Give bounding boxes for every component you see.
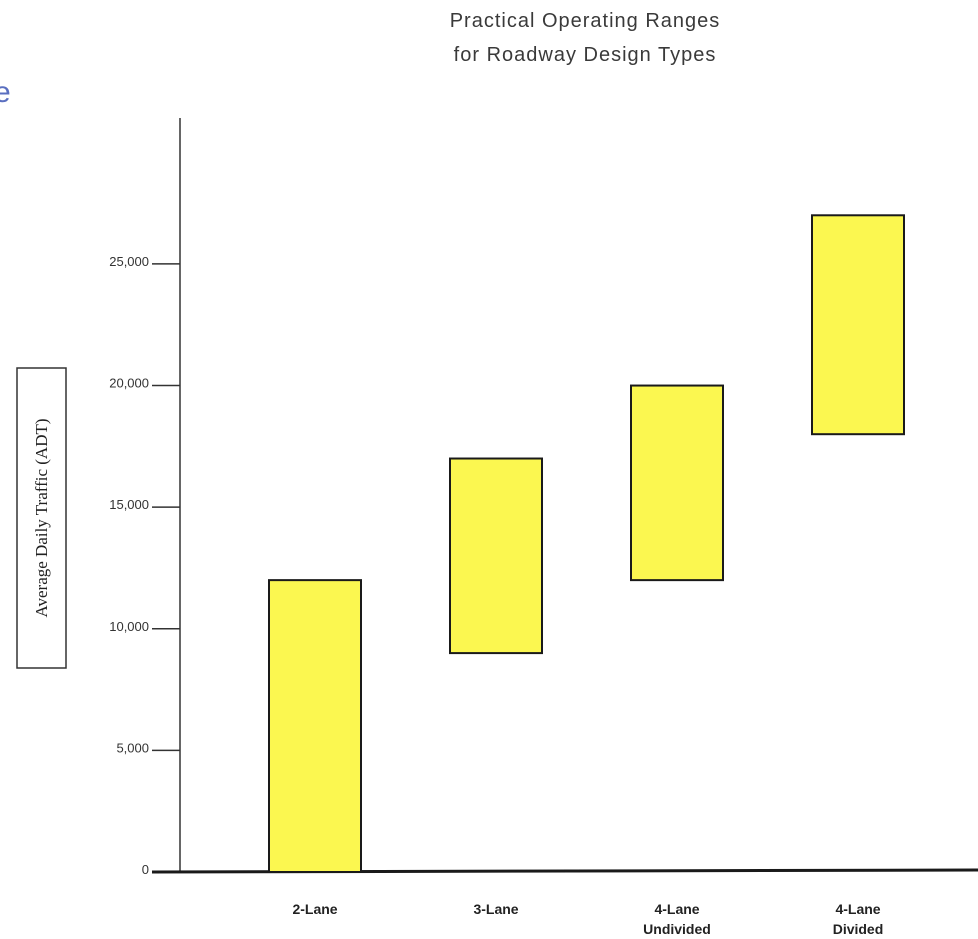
edge-glyph: e (0, 76, 11, 109)
y-tick-label: 0 (142, 862, 149, 877)
category-labels: 2-Lane 3-Lane 4-Lane Undivided 4-Lane Divided (292, 901, 883, 937)
y-axis-label-box: Average Daily Traffic (ADT) (16, 367, 67, 669)
y-tick-label: 5,000 (116, 740, 149, 755)
category-label: Undivided (643, 921, 711, 937)
range-bars (268, 214, 905, 873)
category-label: Divided (833, 921, 884, 937)
y-tick-label: 10,000 (109, 619, 149, 634)
category-label: 4-Lane (835, 901, 880, 917)
category-label: 4-Lane (654, 901, 699, 917)
range-bar (449, 457, 543, 655)
range-bar (811, 214, 905, 436)
chart-title-line-1: Practical Operating Ranges (450, 10, 721, 32)
y-axis-label: Average Daily Traffic (ADT) (32, 418, 51, 617)
category-label: 3-Lane (473, 901, 518, 917)
range-bar (630, 384, 724, 582)
y-ticks: 0 5,000 10,000 15,000 20,000 25,000 (109, 254, 180, 877)
y-tick-label: 15,000 (109, 497, 149, 512)
category-label: 2-Lane (292, 901, 337, 917)
range-bar (268, 579, 362, 873)
chart-title-line-2: for Roadway Design Types (454, 44, 717, 66)
y-tick-label: 20,000 (109, 376, 149, 391)
y-tick-label: 25,000 (109, 254, 149, 269)
